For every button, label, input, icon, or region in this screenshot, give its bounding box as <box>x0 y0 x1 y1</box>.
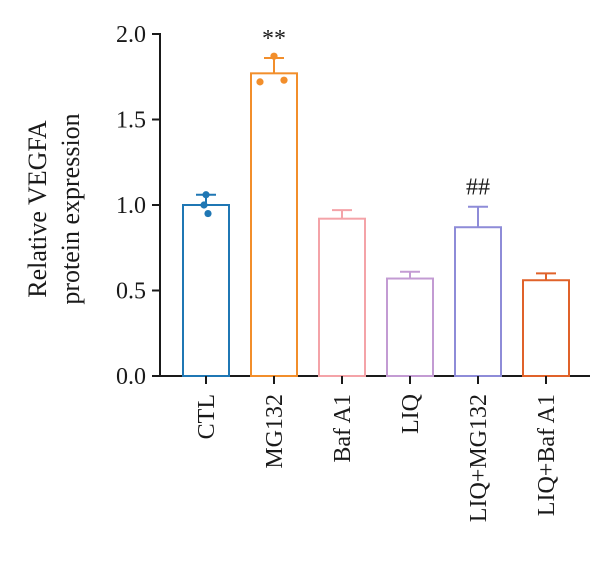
significance-marker: ** <box>262 26 286 52</box>
data-point <box>202 191 210 199</box>
bar <box>250 72 298 378</box>
data-point <box>270 52 278 60</box>
x-tick-label: LIQ+Baf A1 <box>534 394 560 516</box>
bar-group <box>318 209 366 377</box>
bar-group <box>386 270 434 377</box>
y-axis-title-line-1: Relative VEGFA <box>23 120 52 298</box>
data-point <box>256 78 264 86</box>
x-tick-label: MG132 <box>262 394 288 469</box>
data-point <box>200 201 208 209</box>
bar <box>182 204 230 377</box>
bar <box>386 277 434 377</box>
y-ticks: 0.0 0.5 1.0 1.5 2.0 <box>116 22 160 390</box>
y-tick-label: 0.0 <box>116 364 146 390</box>
x-tick-label: LIQ <box>398 394 424 434</box>
y-axis-title: Relative VEGFA protein expression <box>23 113 85 304</box>
x-tick-labels: CTL MG132 Baf A1 LIQ LIQ+MG132 LIQ+Baf A1 <box>194 376 560 522</box>
x-tick-label: Baf A1 <box>330 394 356 463</box>
x-tick-label: LIQ+MG132 <box>466 394 492 522</box>
bars: ** ## <box>182 26 570 378</box>
y-tick-label: 2.0 <box>116 22 146 48</box>
bar <box>522 279 570 377</box>
bar-group <box>522 272 570 377</box>
bar <box>318 217 366 377</box>
data-point <box>204 209 212 218</box>
y-axis-title-line-2: protein expression <box>56 113 85 304</box>
y-tick-label: 1.5 <box>116 108 146 134</box>
bar-group: ** <box>250 26 298 378</box>
bar-group: ## <box>454 175 502 377</box>
y-tick-label: 1.0 <box>116 193 146 219</box>
bar-group <box>182 191 230 377</box>
y-tick-label: 0.5 <box>116 279 146 305</box>
significance-marker: ## <box>466 175 490 201</box>
x-tick-label: CTL <box>194 394 220 439</box>
data-point <box>280 76 288 84</box>
bar <box>454 226 502 377</box>
